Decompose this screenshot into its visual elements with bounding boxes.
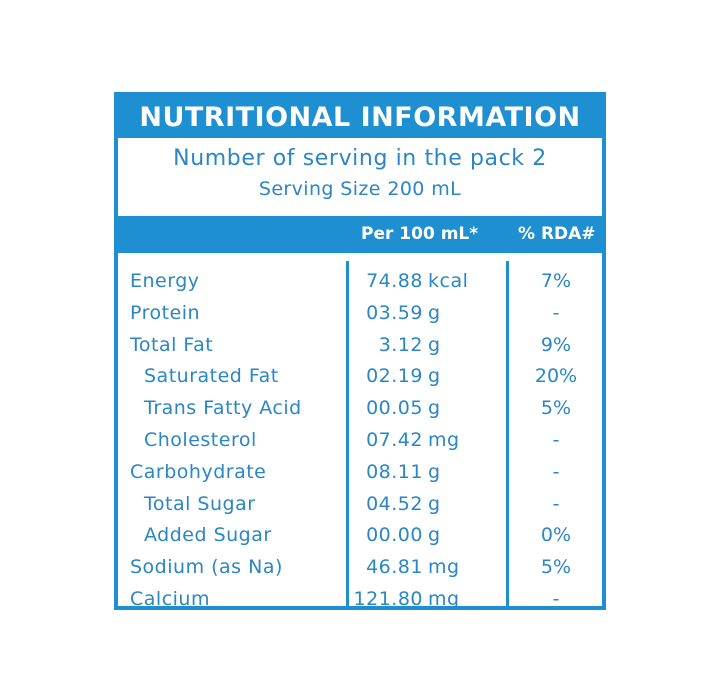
column-header-bar: Per 100 mL* % RDA# xyxy=(118,216,602,253)
amount-unit: g xyxy=(428,460,441,483)
amount-unit: g xyxy=(428,365,441,388)
nutrient-table: Energy 74.88 kcal 7% Protein 03.59 g - Tot… xyxy=(118,253,602,610)
table-row: Energy 74.88 kcal 7% xyxy=(118,266,602,298)
amount-value: 03.59 xyxy=(366,301,423,324)
amount-value: 00.05 xyxy=(366,397,423,420)
amount-unit: g xyxy=(428,524,441,547)
serving-size: Serving Size 200 mL xyxy=(258,178,462,200)
rda-percent: 0% xyxy=(540,524,572,547)
rda-percent: - xyxy=(552,301,560,324)
nutrient-name: Total Sugar xyxy=(144,492,256,515)
amount-unit: mg xyxy=(428,428,460,451)
rda-percent: - xyxy=(552,460,560,483)
column-divider xyxy=(506,261,509,606)
rda-percent: 5% xyxy=(540,397,572,420)
nutrition-label: NUTRITIONAL INFORMATION Number of servin… xyxy=(114,92,606,610)
amount-value: 121.80 xyxy=(353,587,423,610)
amount-unit: kcal xyxy=(428,270,469,292)
amount-unit: g xyxy=(428,333,441,356)
table-row: Trans Fatty Acid 00.05 g 5% xyxy=(118,393,602,425)
nutrient-rows: Energy 74.88 kcal 7% Protein 03.59 g - Tot… xyxy=(118,266,602,616)
amount-value: 46.81 xyxy=(366,556,423,579)
amount-unit: g xyxy=(428,492,441,515)
rda-percent: - xyxy=(552,587,560,610)
nutrient-name: Protein xyxy=(130,301,201,324)
table-row: Added Sugar 00.00 g 0% xyxy=(118,520,602,552)
table-row: Carbohydrate 08.11 g - xyxy=(118,457,602,489)
amount-value: 04.52 xyxy=(366,492,423,515)
rda-percent: - xyxy=(552,492,560,515)
table-row: Protein 03.59 g - xyxy=(118,298,602,330)
table-row: Total Sugar 04.52 g - xyxy=(118,489,602,521)
column-divider xyxy=(346,261,349,606)
amount-value: 74.88 xyxy=(366,270,423,292)
nutrient-name: Saturated Fat xyxy=(144,365,279,388)
title-bar: NUTRITIONAL INFORMATION xyxy=(118,96,602,138)
nutrient-name: Calcium xyxy=(130,587,210,610)
column-header-per-100ml: Per 100 mL* xyxy=(361,224,479,244)
servings-per-pack: Number of serving in the pack 2 xyxy=(173,146,547,171)
column-header-rda: % RDA# xyxy=(518,224,596,244)
amount-unit: mg xyxy=(428,556,460,579)
rda-percent: 20% xyxy=(534,365,578,388)
amount-value: 07.42 xyxy=(366,428,423,451)
amount-unit: mg xyxy=(428,587,460,610)
amount-value: 02.19 xyxy=(366,365,423,388)
rda-percent: 7% xyxy=(540,270,572,292)
rda-percent: - xyxy=(552,428,560,451)
nutrient-name: Total Fat xyxy=(130,333,214,356)
table-row: Total Fat 3.12 g 9% xyxy=(118,330,602,362)
table-row: Sodium (as Na) 46.81 mg 5% xyxy=(118,552,602,584)
nutrient-name: Added Sugar xyxy=(144,524,272,547)
nutrient-name: Energy xyxy=(130,270,200,292)
amount-unit: g xyxy=(428,397,441,420)
nutrient-name: Sodium (as Na) xyxy=(130,556,283,579)
nutrient-name: Carbohydrate xyxy=(130,460,267,483)
amount-value: 08.11 xyxy=(366,460,423,483)
rda-percent: 9% xyxy=(540,333,572,356)
table-row: Cholesterol 07.42 mg - xyxy=(118,425,602,457)
amount-unit: g xyxy=(428,301,441,324)
nutrient-name: Cholesterol xyxy=(144,428,257,451)
amount-value: 3.12 xyxy=(378,333,423,356)
table-row: Saturated Fat 02.19 g 20% xyxy=(118,361,602,393)
nutrition-title: NUTRITIONAL INFORMATION xyxy=(139,101,581,133)
table-row: Calcium 121.80 mg - xyxy=(118,584,602,616)
serving-info: Number of serving in the pack 2 Serving … xyxy=(118,138,602,216)
nutrient-name: Trans Fatty Acid xyxy=(144,397,302,420)
amount-value: 00.00 xyxy=(366,524,423,547)
rda-percent: 5% xyxy=(540,556,572,579)
